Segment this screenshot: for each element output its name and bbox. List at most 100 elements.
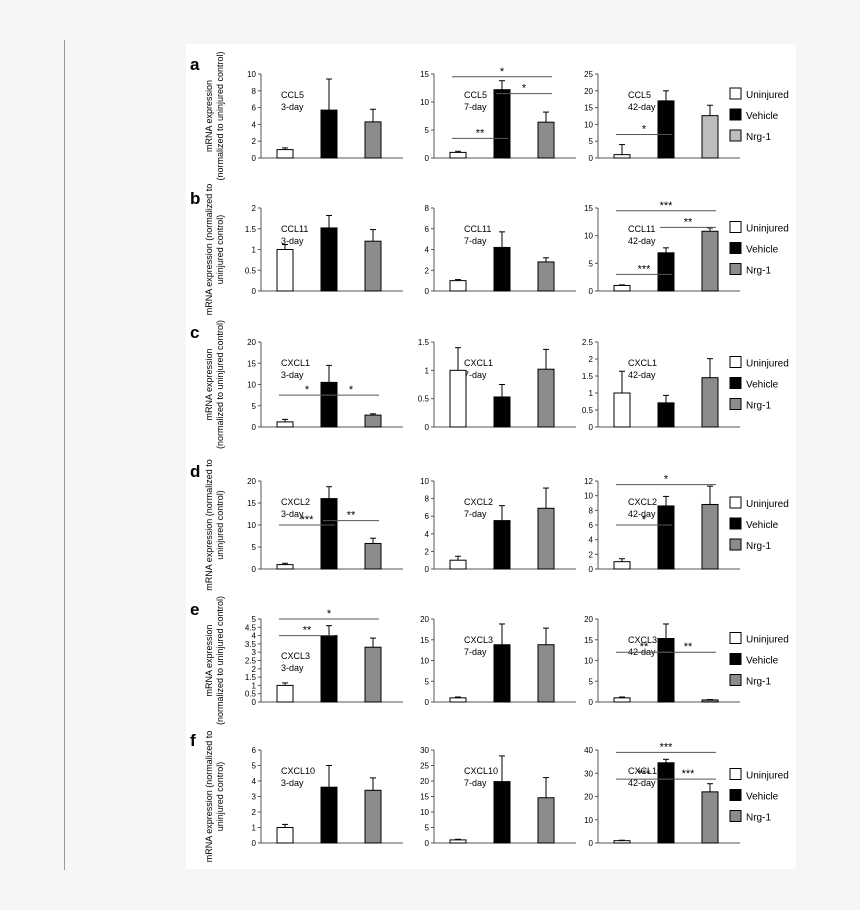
y-tick-label: 2 [425,547,430,556]
legend: Uninjured Vehicle Nrg-1 [729,356,789,412]
bar-vehicle [320,109,338,159]
y-tick-label: 5 [252,615,257,624]
left-divider-line [64,40,65,870]
y-axis-label: uninjured control) [215,762,225,832]
panel-c: c mRNA expression (normalized to uninjured… [190,320,789,449]
bar-vehicle [320,498,338,570]
bar-nrg1 [364,121,382,159]
chart-b-2: 0 2 4 6 8 CCL11 7-day [425,204,576,296]
chart-label: 7-day [464,647,487,657]
y-tick-label: 1.5 [418,338,430,347]
y-tick-label: 20 [584,793,593,802]
y-tick-label: 2.5 [245,657,257,666]
y-tick-label: 6 [425,225,430,234]
bar-vehicle [493,520,511,570]
legend-vehicle-label: Vehicle [746,792,779,803]
y-tick-label: 1 [425,366,430,375]
bar-nrg1 [364,414,382,428]
y-tick-label: 2 [252,137,257,146]
y-tick-label: 20 [420,615,429,624]
y-tick-label: 5 [425,677,430,686]
y-tick-label: 10 [420,808,429,817]
y-tick-label: 6 [252,746,257,755]
chart-label: CCL11 [628,224,655,234]
chart-label: CXCL1 [281,358,310,368]
y-tick-label: 5 [425,126,430,135]
y-tick-label: 0 [589,154,594,163]
chart-label: CXCL1 [628,358,657,368]
legend-nrg1-swatch [729,129,742,142]
y-tick-label: 6 [252,104,257,113]
y-tick-label: 10 [584,816,593,825]
chart-label: CXCL3 [628,635,657,645]
y-tick-label: 4.5 [245,623,257,632]
chart-d-2: 0 2 4 6 8 10 CXCL2 7-day [420,477,576,574]
y-tick-label: 0 [589,698,594,707]
chart-label: 7-day [464,370,487,380]
significance-marker: *** [301,514,315,526]
y-tick-label: 1.5 [582,372,594,381]
chart-label: CCL11 [464,224,491,234]
bar-uninjured [449,369,467,428]
bar-nrg1 [701,377,719,428]
panel-letter-c: c [190,323,199,342]
y-tick-label: 4 [589,536,594,545]
bar-uninjured [613,561,631,570]
y-tick-label: 15 [420,793,429,802]
bar-nrg1 [537,121,555,159]
y-tick-label: 10 [420,98,429,107]
bar-uninjured [276,249,294,292]
panel-letter-a: a [190,55,200,74]
significance-marker: *** [660,200,674,212]
y-tick-label: 20 [247,477,256,486]
significance-marker: ** [347,510,356,522]
bar-nrg1 [701,791,719,844]
bar-uninjured [613,154,631,159]
chart-b-1: 0 0.5 1 1.5 2 CCL11 3-day [245,204,403,296]
y-tick-label: 15 [584,636,593,645]
bar-uninjured [276,421,294,428]
legend: Uninjured Vehicle Nrg-1 [729,632,789,688]
legend-vehicle-label: Vehicle [746,656,779,667]
significance-marker: ** [640,641,649,653]
legend-uninjured-swatch [729,87,742,100]
y-tick-label: 8 [425,204,430,213]
bar-uninjured [276,684,294,703]
bar-uninjured [613,392,631,428]
legend-nrg1-label: Nrg-1 [746,401,771,412]
bar-vehicle [493,396,511,428]
y-tick-label: 15 [420,636,429,645]
chart-label: 42-day [628,370,656,380]
y-tick-label: 10 [247,70,256,79]
chart-label: CXCL3 [281,651,310,661]
legend-uninjured-label: Uninjured [746,359,789,370]
y-tick-label: 1.5 [245,225,257,234]
bar-vehicle [320,635,338,703]
y-tick-label: 0 [425,423,430,432]
significance-marker: *** [638,263,652,275]
bar-uninjured [276,827,294,844]
chart-label: CXCL3 [464,635,493,645]
y-tick-label: 3.5 [245,640,257,649]
y-tick-label: 20 [420,777,429,786]
legend-uninjured-label: Uninjured [746,635,789,646]
bar-uninjured [449,839,467,844]
bar-nrg1 [364,646,382,703]
significance-marker: * [522,83,527,95]
y-tick-label: 0 [425,287,430,296]
y-tick-label: 4 [252,120,257,129]
chart-label: 7-day [464,509,487,519]
y-tick-label: 10 [584,232,593,241]
legend-nrg1-label: Nrg-1 [746,813,771,824]
y-tick-label: 8 [425,495,430,504]
bar-nrg1 [537,644,555,703]
chart-e-2: 0 5 10 15 20 CXCL3 7-day [420,615,576,707]
legend: Uninjured Vehicle Nrg-1 [729,221,789,277]
legend-uninjured-label: Uninjured [746,771,789,782]
legend-uninjured-label: Uninjured [746,224,789,235]
legend-uninjured-swatch [729,632,742,644]
chart-label: CCL11 [281,224,308,234]
y-tick-label: 0 [425,565,430,574]
significance-marker: *** [638,768,652,780]
